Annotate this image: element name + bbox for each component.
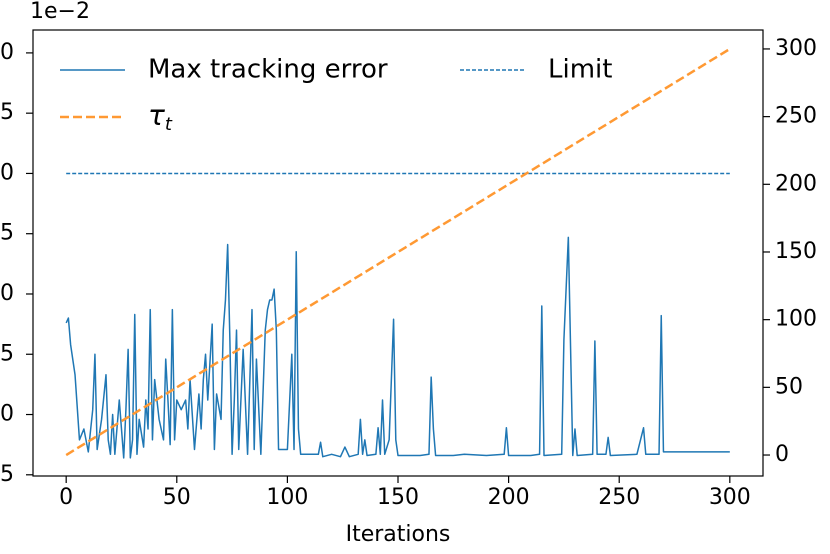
offset-label: 1e−2 [30, 0, 90, 24]
x-tick-label: 100 [266, 485, 308, 510]
x-tick-label: 0 [59, 485, 73, 510]
y2-tick-label: 50 [775, 374, 803, 399]
series-line [65, 236, 730, 459]
x-tick-label: 250 [598, 485, 640, 510]
x-tick-label: 50 [163, 485, 191, 510]
legend-label: τt [148, 99, 173, 135]
plot-frame [32, 29, 764, 477]
y2-tick-label: 200 [775, 171, 817, 196]
x-tick-label: 200 [488, 485, 530, 510]
x-axis-label: Iterations [346, 522, 451, 547]
y2-tick-label: 0 [775, 442, 789, 467]
legend-label: Limit [548, 55, 612, 85]
y-tick-label: 2.5 [0, 221, 14, 246]
x-tick-label: 300 [709, 485, 751, 510]
legend-label: Max tracking error [148, 55, 388, 85]
y-tick-label: 3.0 [0, 160, 14, 185]
y-tick-label: 2.0 [0, 281, 14, 306]
x-tick-label: 150 [377, 485, 419, 510]
y-tick-label: 0.5 [0, 462, 14, 487]
y-tick-label: 4.0 [0, 40, 14, 65]
y2-tick-label: 300 [775, 36, 817, 61]
y-tick-label: 1.5 [0, 341, 14, 366]
y-tick-label: 3.5 [0, 100, 14, 125]
y2-tick-label: 100 [775, 307, 817, 332]
y2-tick-label: 150 [775, 239, 817, 264]
series-line [65, 47, 731, 457]
y-tick-label: 1.0 [0, 402, 14, 427]
y2-tick-label: 250 [775, 104, 817, 129]
